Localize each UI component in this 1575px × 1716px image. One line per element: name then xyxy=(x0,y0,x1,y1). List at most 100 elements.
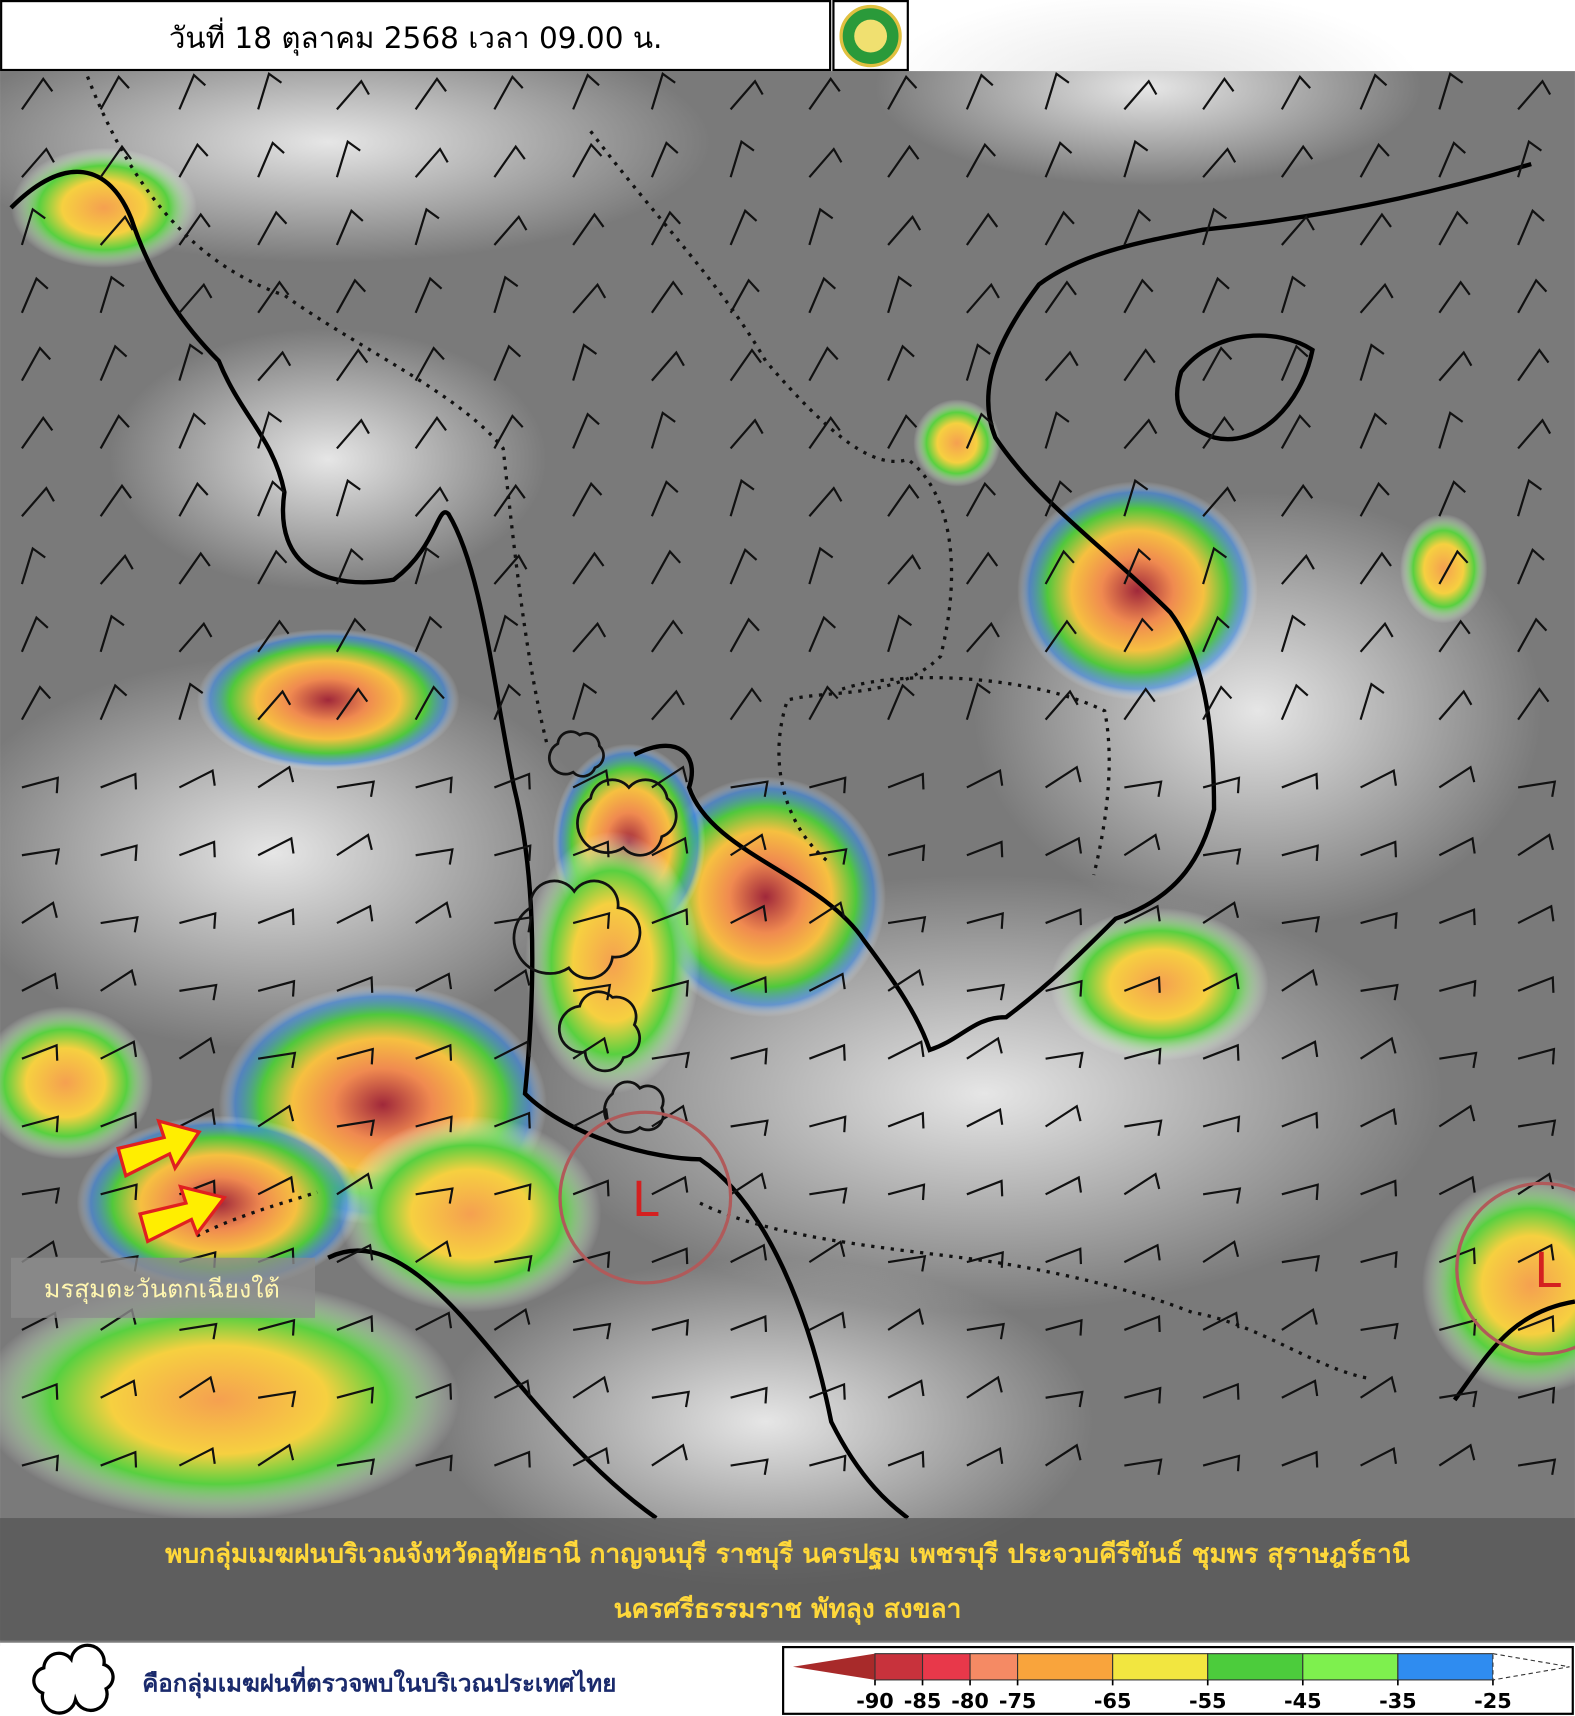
wind-barb xyxy=(494,844,532,862)
wind-barb xyxy=(414,276,443,314)
wind-barb xyxy=(808,416,841,450)
wind-barb xyxy=(414,346,445,382)
wind-barb xyxy=(651,1390,690,1408)
wind-barb xyxy=(179,911,217,929)
wind-barb xyxy=(1360,983,1399,1001)
wind-barb xyxy=(1281,1183,1319,1201)
wind-barb xyxy=(100,844,138,862)
wind-barb xyxy=(415,972,453,992)
wind-barb xyxy=(808,1311,846,1331)
wind-barb xyxy=(336,833,373,857)
wind-barb xyxy=(808,1382,846,1400)
wind-barb xyxy=(1202,416,1235,450)
wind-barb xyxy=(99,144,132,178)
wind-barb xyxy=(99,554,134,585)
wind-barb xyxy=(336,1172,373,1196)
wind-barb xyxy=(1202,1115,1241,1133)
wind-barb xyxy=(887,683,915,721)
wind-barb xyxy=(1360,1322,1399,1340)
wind-barb xyxy=(99,483,132,517)
wind-barb xyxy=(1360,1179,1398,1197)
wind-barb xyxy=(1360,1447,1398,1467)
wind-barb xyxy=(21,776,59,794)
wind-barb xyxy=(20,546,46,585)
wind-barb xyxy=(21,1115,59,1133)
wind-barb xyxy=(494,1183,532,1201)
wind-barb xyxy=(20,346,52,382)
wind-barb xyxy=(966,1322,1005,1340)
wind-barb xyxy=(1123,478,1149,517)
colorbar-segment xyxy=(1207,1653,1304,1681)
wind-barb xyxy=(257,1390,297,1408)
wind-barb xyxy=(257,1104,295,1128)
wind-barb xyxy=(1360,911,1398,929)
legend-text: คือกลุ่มเมฆฝนที่ตรวจพบในบริเวณประเทศไทย xyxy=(142,1665,616,1699)
wind-barb xyxy=(20,615,49,653)
wind-barb xyxy=(415,1115,453,1133)
colorbar-tick-label: -35 xyxy=(1379,1689,1417,1713)
wind-barb xyxy=(1124,1047,1162,1065)
wind-barb xyxy=(887,614,913,653)
wind-barb xyxy=(1123,833,1161,857)
wind-barb xyxy=(1438,619,1471,653)
wind-barb xyxy=(1045,1318,1083,1336)
wind-barb xyxy=(1281,772,1319,790)
wind-barb xyxy=(1045,1247,1083,1265)
wind-barb xyxy=(1202,776,1241,794)
wind-barb xyxy=(1202,1043,1240,1061)
wind-barb xyxy=(1438,1104,1476,1128)
wind-barb xyxy=(99,275,125,314)
wind-barb xyxy=(887,215,922,246)
wind-barb xyxy=(1438,480,1466,517)
wind-barb xyxy=(808,147,843,178)
wind-barb xyxy=(1280,275,1306,314)
wind-barb xyxy=(99,344,128,382)
wind-barb xyxy=(1123,139,1149,178)
wind-barb xyxy=(1202,76,1235,110)
wind-barb xyxy=(650,619,684,653)
wind-barb xyxy=(572,551,605,585)
wind-barb xyxy=(415,1311,453,1331)
wind-barb xyxy=(887,144,920,178)
wind-barb xyxy=(1517,79,1552,111)
wind-barb xyxy=(414,486,449,517)
wind-barb xyxy=(729,617,760,653)
monsoon-arrows xyxy=(116,1118,228,1244)
wind-barb xyxy=(493,1379,531,1399)
wind-barb xyxy=(887,1450,925,1468)
wind-barb xyxy=(809,776,847,794)
wind-barb xyxy=(730,1047,768,1065)
wind-barb xyxy=(21,901,58,924)
wind-barb xyxy=(1281,1255,1320,1272)
wind-barb xyxy=(808,76,841,110)
wind-barb xyxy=(20,207,46,246)
wind-barb xyxy=(1202,848,1242,865)
wind-barb xyxy=(572,1179,610,1197)
wind-barb xyxy=(414,615,443,653)
wind-barb xyxy=(887,414,918,449)
wind-barb xyxy=(99,614,125,653)
wind-barb xyxy=(1360,768,1398,789)
colorbar-arrow-low xyxy=(792,1653,875,1680)
wind-barb xyxy=(100,1450,138,1468)
wind-barb xyxy=(257,350,292,382)
wind-barb xyxy=(1517,278,1548,314)
wind-barb xyxy=(415,1187,454,1204)
wind-barb xyxy=(651,1443,688,1467)
wind-barb xyxy=(1438,689,1473,721)
wind-barb xyxy=(1517,1119,1557,1136)
wind-barb xyxy=(730,1458,769,1476)
wind-barb xyxy=(572,412,600,449)
wind-barb xyxy=(257,280,290,314)
wind-barb xyxy=(178,343,204,381)
wind-barb xyxy=(650,141,679,178)
colorbar-segment xyxy=(921,1653,971,1681)
wind-barb xyxy=(336,418,370,450)
wind-barb xyxy=(1359,212,1392,246)
wind-barb xyxy=(1124,1119,1163,1136)
wind-barb xyxy=(1281,1379,1319,1399)
wind-barb xyxy=(257,908,295,926)
wind-barb xyxy=(651,908,689,926)
wind-barb xyxy=(335,208,364,246)
wind-barb xyxy=(100,772,138,790)
